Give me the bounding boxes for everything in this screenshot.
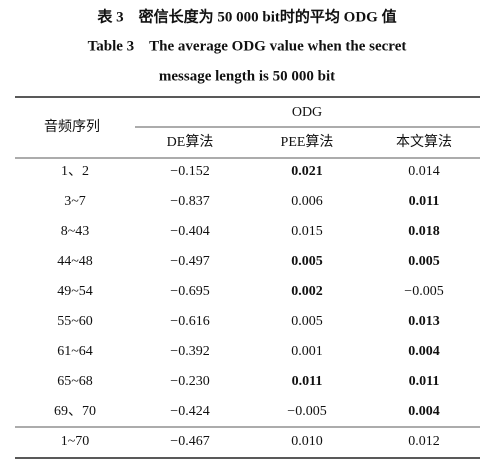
group-header: ODG [292,105,322,120]
title-cn: 表 3 密信长度为 50 000 bit时的平均 ODG 值 [97,7,396,25]
row-label: 1、2 [61,164,89,179]
row-header: 音频序列 [44,118,100,135]
cell: 0.005 [291,254,323,269]
cell: 0.005 [291,314,323,329]
column-header: 本文算法 [396,134,452,150]
row-label: 69、70 [54,404,96,419]
cell: 0.006 [291,194,323,209]
column-header: DE算法 [167,134,214,150]
row-label: 55~60 [57,314,93,329]
cell: −0.497 [170,254,209,269]
cell: 0.001 [291,344,323,359]
title-en: message length is 50 000 bit [159,68,335,84]
cell: 0.004 [408,404,440,419]
row-label: 61~64 [57,344,93,359]
title-en: Table 3 The average ODG value when the s… [88,38,407,54]
row-label: 44~48 [57,254,93,269]
cell: −0.152 [170,164,209,179]
row-label: 1~70 [61,434,90,449]
cell: 0.012 [408,434,440,449]
cell: 0.011 [409,374,440,389]
cell: −0.467 [170,434,209,449]
cell: 0.018 [408,224,440,239]
cell: −0.404 [170,224,209,239]
row-label: 65~68 [57,374,93,389]
cell: −0.230 [170,374,209,389]
cell: −0.424 [170,404,209,419]
cell: 0.004 [408,344,440,359]
cell: −0.837 [170,194,209,209]
cell: 0.011 [292,374,323,389]
row-label: 3~7 [64,194,86,209]
cell: 0.021 [291,164,323,179]
cell: 0.005 [408,254,440,269]
cell: −0.005 [287,404,326,419]
cell: 0.002 [291,284,323,299]
cell: −0.005 [404,284,443,299]
cell: 0.010 [291,434,323,449]
cell: 0.013 [408,314,440,329]
cell: 0.014 [408,164,440,179]
cell: −0.695 [170,284,209,299]
row-label: 8~43 [61,224,90,239]
column-header: PEE算法 [281,134,334,150]
row-label: 49~54 [57,284,93,299]
cell: −0.392 [170,344,209,359]
cell: 0.011 [409,194,440,209]
cell: −0.616 [170,314,209,329]
cell: 0.015 [291,224,323,239]
